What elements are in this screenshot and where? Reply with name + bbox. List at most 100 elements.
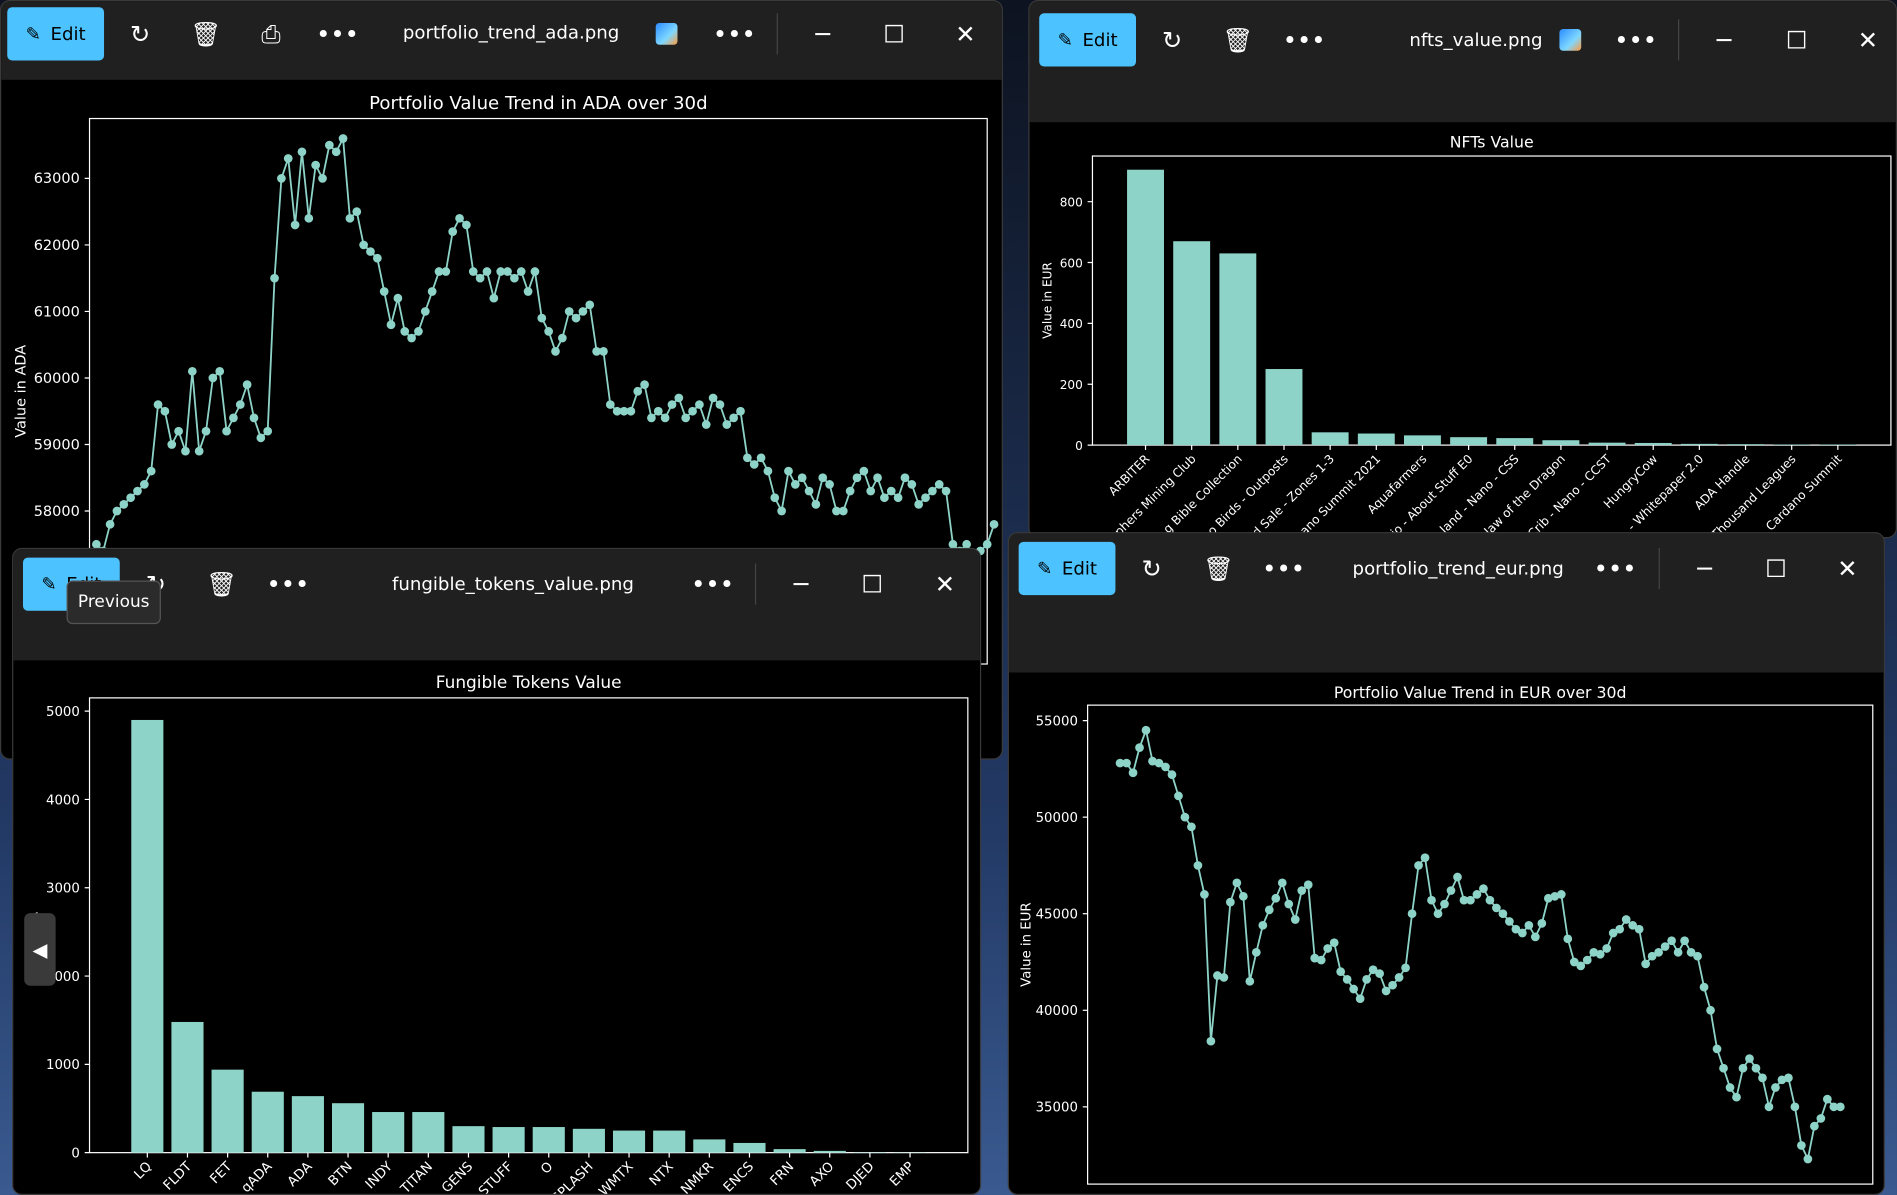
photos-window-nfts: ✎ Edit ↻ 🗑 ••• nfts_value.png ••• ─ ☐ ✕ N…	[1028, 0, 1897, 539]
y-tick-label: 45000	[1036, 908, 1078, 923]
data-point	[763, 466, 773, 476]
data-point	[1284, 899, 1294, 909]
data-point	[1621, 915, 1631, 924]
data-point	[468, 267, 478, 276]
bar-NMKR	[693, 1139, 726, 1153]
chart-ada: Portfolio Value Trend in ADA over 30d 580…	[13, 93, 999, 665]
edit-button[interactable]: ✎ Edit	[1039, 13, 1137, 67]
y-tick-label: 61000	[34, 304, 80, 320]
y-tick-label: 62000	[34, 238, 80, 254]
app-icon	[655, 22, 678, 45]
data-point	[1342, 975, 1352, 984]
delete-button[interactable]: 🗑	[181, 10, 229, 58]
edit-label: Edit	[1082, 29, 1118, 51]
more-button[interactable]: •••	[1282, 25, 1326, 55]
data-point	[914, 500, 924, 509]
more-options-button[interactable]: •••	[712, 19, 756, 49]
data-point	[256, 433, 266, 443]
delete-button[interactable]: 🗑	[1194, 544, 1242, 592]
previous-image-button[interactable]: ◀	[24, 913, 56, 986]
data-point	[1822, 1094, 1832, 1104]
data-point	[352, 207, 362, 217]
data-point	[489, 293, 499, 303]
data-point	[688, 406, 697, 416]
edit-button[interactable]: ✎ Edit	[1018, 541, 1116, 596]
data-point	[1835, 1102, 1845, 1112]
close-button[interactable]: ✕	[955, 19, 976, 49]
minimize-button[interactable]: ─	[1697, 553, 1712, 583]
minimize-button[interactable]: ─	[793, 569, 809, 599]
maximize-button[interactable]: ☐	[1785, 25, 1808, 55]
y-tick-label: 800	[1060, 196, 1083, 210]
data-point	[414, 327, 423, 336]
data-point	[359, 240, 368, 250]
data-point	[1453, 872, 1462, 882]
data-point	[647, 413, 656, 423]
data-point	[229, 413, 238, 423]
y-tick-label: 60000	[34, 371, 80, 387]
data-point	[181, 446, 190, 456]
more-options-button[interactable]: •••	[1593, 553, 1637, 583]
delete-button[interactable]: 🗑	[197, 560, 245, 608]
data-point	[948, 539, 958, 549]
close-button[interactable]: ✕	[934, 569, 955, 599]
more-button[interactable]: •••	[1262, 553, 1305, 583]
data-point	[187, 366, 197, 376]
x-tick-label: FLDT	[161, 1159, 196, 1194]
y-tick-label: 40000	[1036, 1004, 1078, 1019]
x-tick-label: WMTX	[596, 1159, 636, 1195]
data-point	[893, 493, 903, 503]
rotate-button[interactable]: ↻	[1148, 16, 1196, 64]
maximize-button[interactable]: ☐	[861, 569, 884, 599]
y-tick-label: 59000	[34, 437, 80, 453]
x-tick-label: SPLASH	[549, 1159, 596, 1195]
rotate-button[interactable]: ↻	[116, 10, 164, 58]
data-point	[1200, 890, 1209, 899]
x-tick-label: law of the Dragon	[1482, 452, 1568, 538]
x-tick-label: io - About Stuff E0	[1388, 452, 1476, 538]
data-point	[462, 220, 471, 230]
data-point	[441, 267, 451, 276]
maximize-button[interactable]: ☐	[1765, 553, 1787, 583]
bar-phers Mining Club	[1173, 241, 1211, 446]
close-button[interactable]: ✕	[1837, 553, 1858, 583]
minimize-button[interactable]: ─	[815, 19, 830, 49]
data-point	[386, 320, 396, 330]
data-point	[1368, 965, 1378, 975]
more-options-button[interactable]: •••	[1614, 25, 1658, 55]
more-options-button[interactable]: •••	[691, 569, 734, 599]
x-tick-label: o Birds - Outposts	[1205, 452, 1291, 538]
edit-icon: ✎	[41, 573, 57, 596]
more-button[interactable]: •••	[316, 19, 359, 49]
data-point	[1232, 878, 1242, 888]
bar-GENS	[452, 1126, 485, 1153]
rotate-button[interactable]: ↻	[1128, 544, 1176, 592]
maximize-button[interactable]: ☐	[883, 19, 905, 49]
print-button[interactable]: ⎙	[247, 10, 295, 58]
data-point	[1485, 895, 1495, 905]
data-point	[119, 500, 129, 509]
delete-button[interactable]: 🗑	[1213, 16, 1261, 64]
rotate-icon: ↻	[1162, 25, 1183, 55]
data-point	[1524, 920, 1534, 930]
y-tick-label: 58000	[34, 504, 80, 520]
close-button[interactable]: ✕	[1857, 25, 1879, 55]
rotate-icon: ↻	[1141, 553, 1162, 583]
previous-tooltip: Previous	[66, 580, 161, 625]
more-button[interactable]: •••	[266, 569, 310, 599]
minimize-button[interactable]: ─	[1716, 25, 1732, 55]
bar-ENCS	[733, 1142, 766, 1153]
bar-FLDT	[171, 1021, 204, 1153]
data-point	[1556, 890, 1566, 899]
series-line	[1120, 726, 1841, 1162]
data-point	[1420, 853, 1430, 863]
y-tick-label: 5000	[46, 705, 80, 720]
data-point	[222, 426, 231, 436]
data-point	[982, 539, 992, 549]
data-point	[1660, 942, 1670, 951]
data-point	[1505, 917, 1514, 926]
edit-button[interactable]: ✎ Edit	[7, 7, 105, 61]
bar-ADA	[291, 1096, 324, 1153]
bar-Aquafarmers	[1403, 435, 1441, 446]
divider	[1677, 19, 1680, 61]
